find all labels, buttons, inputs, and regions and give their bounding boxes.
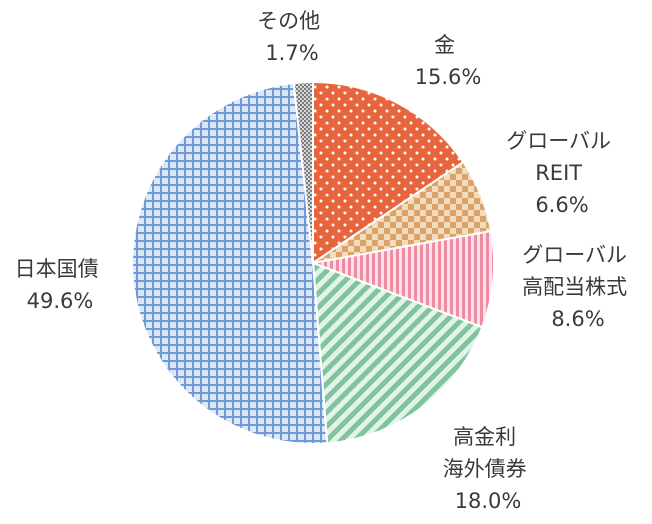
slice-label-gold: 金 15.6% [415, 33, 482, 89]
pie-slice-4 [131, 81, 329, 445]
slice-label-high-yield-foreign-bonds: 高金利 海外債券 18.0% [443, 425, 534, 513]
slice-label-global-high-dividend: グローバル 高配当株式 8.6% [522, 243, 634, 331]
pie-labels: 金 15.6% グローバル REIT 6.6% グローバル 高配当株式 8.6%… [15, 9, 634, 513]
slice-label-other: その他 1.7% [257, 9, 327, 65]
pie-slice-2 [309, 229, 495, 329]
pie-slices [131, 80, 495, 445]
slice-label-jgb: 日本国債 49.6% [15, 257, 106, 313]
pie-slice-5 [292, 80, 314, 264]
pie-slice-0 [312, 80, 465, 265]
pie-slice-3 [311, 261, 484, 445]
slice-label-global-reit: グローバル REIT 6.6% [506, 129, 617, 217]
